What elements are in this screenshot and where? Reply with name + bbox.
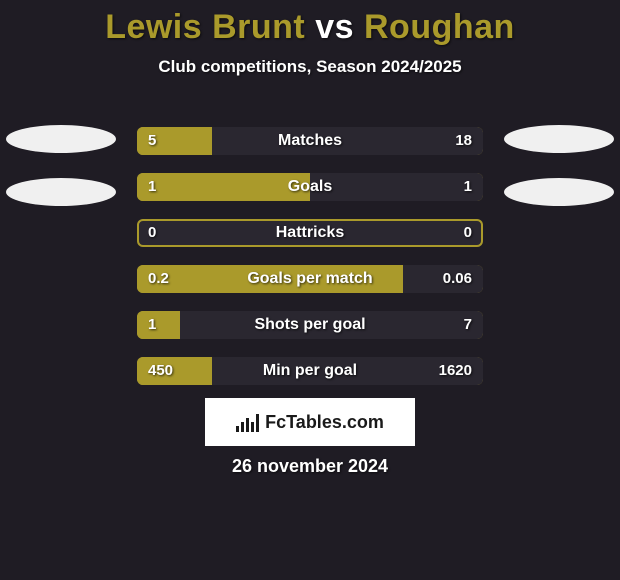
comparison-title: Lewis Brunt vs Roughan	[0, 0, 620, 47]
stat-value-right: 0	[464, 219, 472, 247]
stat-row: 0.2 0.06 Goals per match	[0, 256, 620, 302]
stat-row: 5 18 Matches	[0, 118, 620, 164]
subtitle: Club competitions, Season 2024/2025	[0, 57, 620, 77]
stat-bar	[137, 357, 483, 385]
stat-value-left: 1	[148, 173, 156, 201]
stat-value-left: 450	[148, 357, 173, 385]
stat-fill-right	[212, 127, 483, 155]
bars-chart-icon	[236, 412, 259, 432]
stat-row: 1 7 Shots per goal	[0, 302, 620, 348]
stat-value-left: 0.2	[148, 265, 169, 293]
stat-row: 450 1620 Min per goal	[0, 348, 620, 394]
stat-value-right: 18	[455, 127, 472, 155]
stat-value-left: 0	[148, 219, 156, 247]
stat-fill-left	[137, 265, 403, 293]
stat-value-right: 0.06	[443, 265, 472, 293]
date-line: 26 november 2024	[0, 456, 620, 477]
stat-bar	[137, 311, 483, 339]
stat-fill-left	[137, 173, 310, 201]
title-vs: vs	[315, 8, 354, 46]
stat-bar	[137, 219, 483, 247]
stat-value-right: 1	[464, 173, 472, 201]
stat-row: 0 0 Hattricks	[0, 210, 620, 256]
stat-value-left: 1	[148, 311, 156, 339]
branding-text: FcTables.com	[265, 412, 384, 433]
stat-bar	[137, 127, 483, 155]
stat-rows: 5 18 Matches 1 1 Goals 0 0 Hattricks 0.2…	[0, 118, 620, 394]
stat-value-left: 5	[148, 127, 156, 155]
player2-name: Roughan	[364, 8, 515, 46]
stat-row: 1 1 Goals	[0, 164, 620, 210]
stat-bar	[137, 173, 483, 201]
stat-bar	[137, 265, 483, 293]
stat-value-right: 1620	[439, 357, 472, 385]
stat-fill-right	[310, 173, 483, 201]
player1-name: Lewis Brunt	[105, 8, 305, 46]
stat-fill-right	[180, 311, 483, 339]
branding-box: FcTables.com	[205, 398, 415, 446]
stat-fill-left	[137, 311, 180, 339]
stat-value-right: 7	[464, 311, 472, 339]
